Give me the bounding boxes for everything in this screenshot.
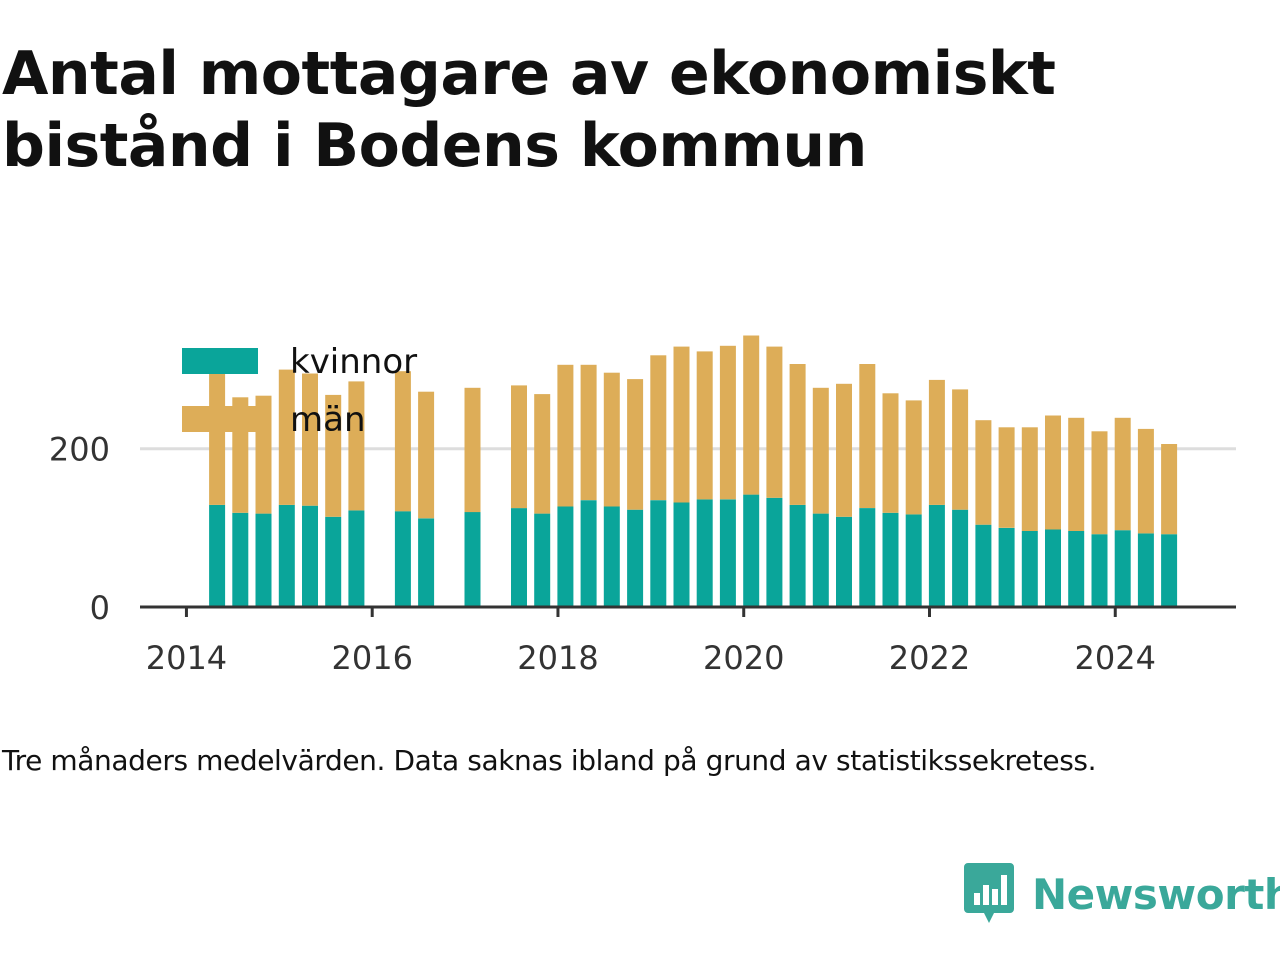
bar-kvinnor-16	[650, 500, 667, 607]
bar-man-21	[766, 346, 783, 498]
bar-man-5	[325, 394, 342, 517]
bar-man-12	[557, 364, 574, 507]
bar-kvinnor-0	[209, 504, 226, 607]
bar-kvinnor-34	[1068, 531, 1085, 607]
bar-man-13	[580, 364, 597, 501]
bar-kvinnor-15	[627, 509, 644, 607]
legend-swatch-kvinnor	[182, 348, 258, 374]
bar-man-2	[255, 395, 272, 514]
legend: kvinnor män	[182, 342, 417, 440]
bar-kvinnor-38	[1161, 534, 1178, 607]
bar-man-15	[627, 379, 644, 510]
bar-man-37	[1137, 428, 1154, 534]
bar-kvinnor-21	[766, 497, 783, 607]
bar-kvinnor-11	[534, 513, 551, 607]
bar-kvinnor-24	[836, 516, 852, 607]
bar-kvinnor-10	[511, 508, 527, 607]
bar-man-25	[859, 364, 876, 508]
bar-kvinnor-31	[998, 527, 1015, 607]
bar-man-38	[1161, 444, 1178, 535]
bar-kvinnor-8	[418, 518, 435, 607]
x-tick-label-2014: 2014	[146, 639, 227, 677]
bar-man-16	[650, 355, 667, 501]
bar-man-31	[998, 427, 1015, 528]
legend-swatch-man	[182, 406, 258, 432]
bar-man-33	[1045, 415, 1061, 530]
chart-caption: Tre månaders medelvärden. Data saknas ib…	[2, 744, 1097, 777]
bar-man-30	[975, 420, 992, 525]
y-tick-label-0: 0	[90, 589, 110, 627]
bar-kvinnor-1	[232, 512, 249, 607]
bar-kvinnor-33	[1045, 529, 1061, 607]
bar-man-35	[1091, 431, 1108, 535]
legend-label-kvinnor: kvinnor	[290, 342, 417, 382]
bar-man-0	[209, 369, 226, 505]
bar-kvinnor-13	[580, 500, 597, 607]
brand: Newsworthy	[964, 862, 1280, 926]
bar-man-20	[743, 335, 760, 495]
bar-man-3	[278, 369, 295, 505]
bar-kvinnor-32	[1021, 531, 1038, 607]
bar-man-23	[812, 387, 829, 514]
bar-man-22	[789, 364, 806, 505]
bar-kvinnor-2	[255, 513, 272, 607]
y-tick-label-200: 200	[49, 431, 110, 469]
bar-man-10	[511, 385, 527, 509]
bar-man-32	[1021, 427, 1038, 531]
bar-man-36	[1114, 417, 1131, 531]
bar-kvinnor-29	[952, 509, 969, 607]
bar-kvinnor-12	[557, 506, 574, 607]
bar-kvinnor-22	[789, 504, 806, 607]
chart-title: Antal mottagare av ekonomiskt bistånd i …	[2, 39, 1056, 181]
bar-man-34	[1068, 417, 1085, 531]
bar-kvinnor-28	[928, 504, 945, 607]
legend-label-man: män	[290, 400, 366, 440]
bar-man-26	[882, 393, 899, 513]
bar-kvinnor-27	[905, 514, 922, 607]
brand-name: Newsworthy	[1032, 869, 1280, 919]
bar-kvinnor-6	[348, 510, 365, 607]
bar-kvinnor-5	[325, 516, 342, 607]
bar-man-6	[348, 381, 365, 511]
bar-man-24	[836, 383, 852, 517]
bar-man-17	[673, 346, 690, 503]
x-tick-label-2016: 2016	[331, 639, 412, 677]
bar-kvinnor-14	[603, 506, 620, 607]
bar-kvinnor-23	[812, 513, 829, 607]
x-tick-label-2022: 2022	[889, 639, 970, 677]
bar-man-18	[696, 351, 713, 500]
bar-man-8	[418, 391, 435, 519]
bar-man-14	[603, 372, 620, 507]
bar-kvinnor-36	[1114, 530, 1131, 607]
bar-kvinnor-7	[394, 511, 411, 607]
bar-man-9	[464, 387, 481, 513]
bar-man-28	[928, 379, 945, 505]
bar-kvinnor-35	[1091, 534, 1108, 607]
bar-kvinnor-18	[696, 499, 713, 607]
x-tick-label-2018: 2018	[517, 639, 598, 677]
bar-kvinnor-25	[859, 508, 876, 607]
bar-kvinnor-37	[1137, 533, 1154, 607]
bar-man-19	[719, 345, 736, 500]
bar-kvinnor-26	[882, 512, 899, 607]
x-tick-label-2024: 2024	[1075, 639, 1156, 677]
bar-kvinnor-30	[975, 524, 992, 607]
bar-man-27	[905, 400, 922, 515]
bar-man-29	[952, 389, 969, 510]
bar-kvinnor-4	[302, 505, 318, 607]
bar-kvinnor-3	[278, 504, 295, 607]
chart: kvinnor män 2014 2016 2018 2020 2022 2024 0 200	[49, 335, 1236, 677]
newsworthy-logo-icon	[964, 863, 1014, 923]
bar-kvinnor-9	[464, 512, 481, 607]
bar-man-4	[302, 373, 318, 506]
axes: 2014 2016 2018 2020 2022 2024 0 200	[49, 431, 1236, 677]
bar-kvinnor-19	[719, 499, 736, 607]
bar-kvinnor-17	[673, 502, 690, 607]
bar-man-11	[534, 394, 551, 514]
bar-kvinnor-20	[743, 494, 760, 607]
x-tick-label-2020: 2020	[703, 639, 784, 677]
bar-man-7	[394, 371, 411, 512]
